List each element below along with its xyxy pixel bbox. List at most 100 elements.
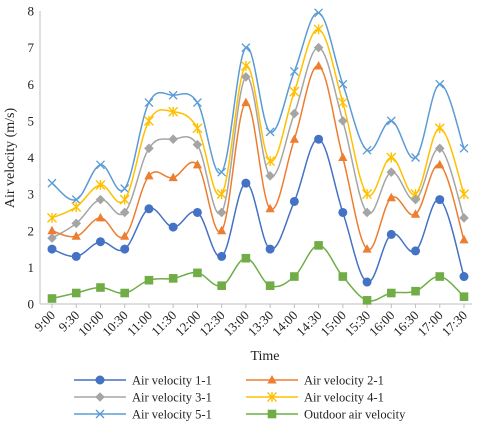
data-point [71, 288, 81, 298]
x-tick-label: 15:30 [342, 308, 374, 340]
legend-item: Air velocity 1-1 [74, 374, 212, 388]
data-point [71, 231, 81, 240]
data-point [217, 251, 227, 261]
y-tick-label: 0 [28, 297, 35, 312]
series-air-velocity-3-1 [47, 42, 469, 243]
data-point [435, 195, 445, 205]
data-point [47, 212, 57, 223]
data-point [267, 392, 277, 402]
data-point [362, 189, 373, 200]
x-stroke [168, 90, 178, 100]
data-point [338, 207, 348, 217]
x-stroke [217, 167, 227, 177]
legend-item: Air velocity 5-1 [74, 408, 212, 422]
data-point [290, 272, 299, 281]
data-point [434, 123, 445, 134]
y-axis-title: Air velocity (m/s) [3, 108, 18, 209]
data-point [289, 196, 299, 206]
data-point [435, 159, 445, 169]
data-point [71, 201, 82, 212]
legend-label: Air velocity 2-1 [304, 374, 384, 388]
data-point [119, 194, 130, 205]
x-stroke [192, 98, 202, 108]
data-point [168, 172, 178, 182]
data-point [217, 225, 227, 235]
data-point [289, 66, 299, 76]
data-point [168, 134, 178, 144]
data-point [386, 229, 396, 239]
x-tick-label: 17:00 [414, 308, 446, 340]
x-stroke [435, 79, 445, 89]
series-air-velocity-1-1 [47, 134, 469, 287]
data-point [168, 90, 178, 100]
data-point [289, 134, 299, 143]
x-stroke [386, 116, 396, 126]
data-point [411, 153, 420, 162]
data-point [362, 296, 372, 305]
x-stroke [362, 145, 372, 155]
data-point [289, 108, 300, 119]
data-point [192, 139, 203, 150]
series-line [51, 244, 465, 302]
data-point [386, 288, 396, 298]
data-point [241, 43, 251, 53]
legend-item: Outdoor air velocity [246, 408, 406, 422]
x-tick-label: 11:00 [124, 308, 155, 339]
data-point [362, 244, 372, 253]
series-line [51, 46, 465, 239]
y-tick-label: 8 [28, 4, 35, 19]
x-tick-label: 13:00 [220, 308, 252, 340]
series-air-velocity-5-1 [47, 8, 469, 205]
y-tick-label: 6 [28, 77, 35, 92]
data-point [314, 8, 324, 18]
data-point [265, 127, 275, 137]
series-air-velocity-4-1 [47, 24, 469, 223]
data-point [47, 178, 57, 188]
x-tick-label: 9:00 [31, 308, 58, 335]
data-point [434, 143, 445, 154]
data-point [313, 60, 324, 70]
data-point [362, 145, 372, 155]
data-point [265, 156, 276, 167]
data-point [120, 231, 130, 240]
data-point [386, 192, 396, 202]
data-point [241, 253, 251, 263]
legend-label: Air velocity 4-1 [304, 391, 384, 405]
data-point [410, 194, 421, 205]
data-point [47, 225, 57, 235]
x-tick-label: 13:30 [245, 308, 277, 340]
data-point [168, 222, 178, 232]
data-point [411, 246, 421, 256]
data-point [313, 42, 324, 53]
x-stroke [289, 66, 299, 76]
data-point [459, 143, 469, 153]
x-tick-label: 17:30 [439, 308, 471, 340]
data-point [459, 292, 469, 301]
series-group [47, 8, 469, 305]
x-stroke [338, 79, 348, 89]
x-stroke [411, 153, 420, 162]
data-point [338, 272, 348, 281]
data-point [95, 409, 105, 419]
data-point [71, 195, 81, 205]
data-point [192, 159, 203, 169]
data-point [241, 178, 251, 188]
legend-label: Air velocity 3-1 [132, 391, 212, 405]
x-stroke [120, 184, 130, 194]
data-point [95, 179, 106, 190]
data-point [411, 286, 420, 296]
x-tick-label: 14:30 [293, 308, 325, 340]
data-point [240, 60, 251, 71]
data-point [267, 409, 277, 419]
y-tick-label: 1 [28, 260, 35, 275]
data-point [459, 189, 469, 200]
legend-item: Air velocity 3-1 [74, 391, 212, 405]
data-point [265, 171, 275, 181]
legend-label: Outdoor air velocity [304, 408, 406, 422]
data-point [47, 233, 57, 243]
data-point [120, 288, 130, 298]
data-point [192, 207, 202, 217]
x-tick-label: 12:00 [172, 308, 204, 340]
